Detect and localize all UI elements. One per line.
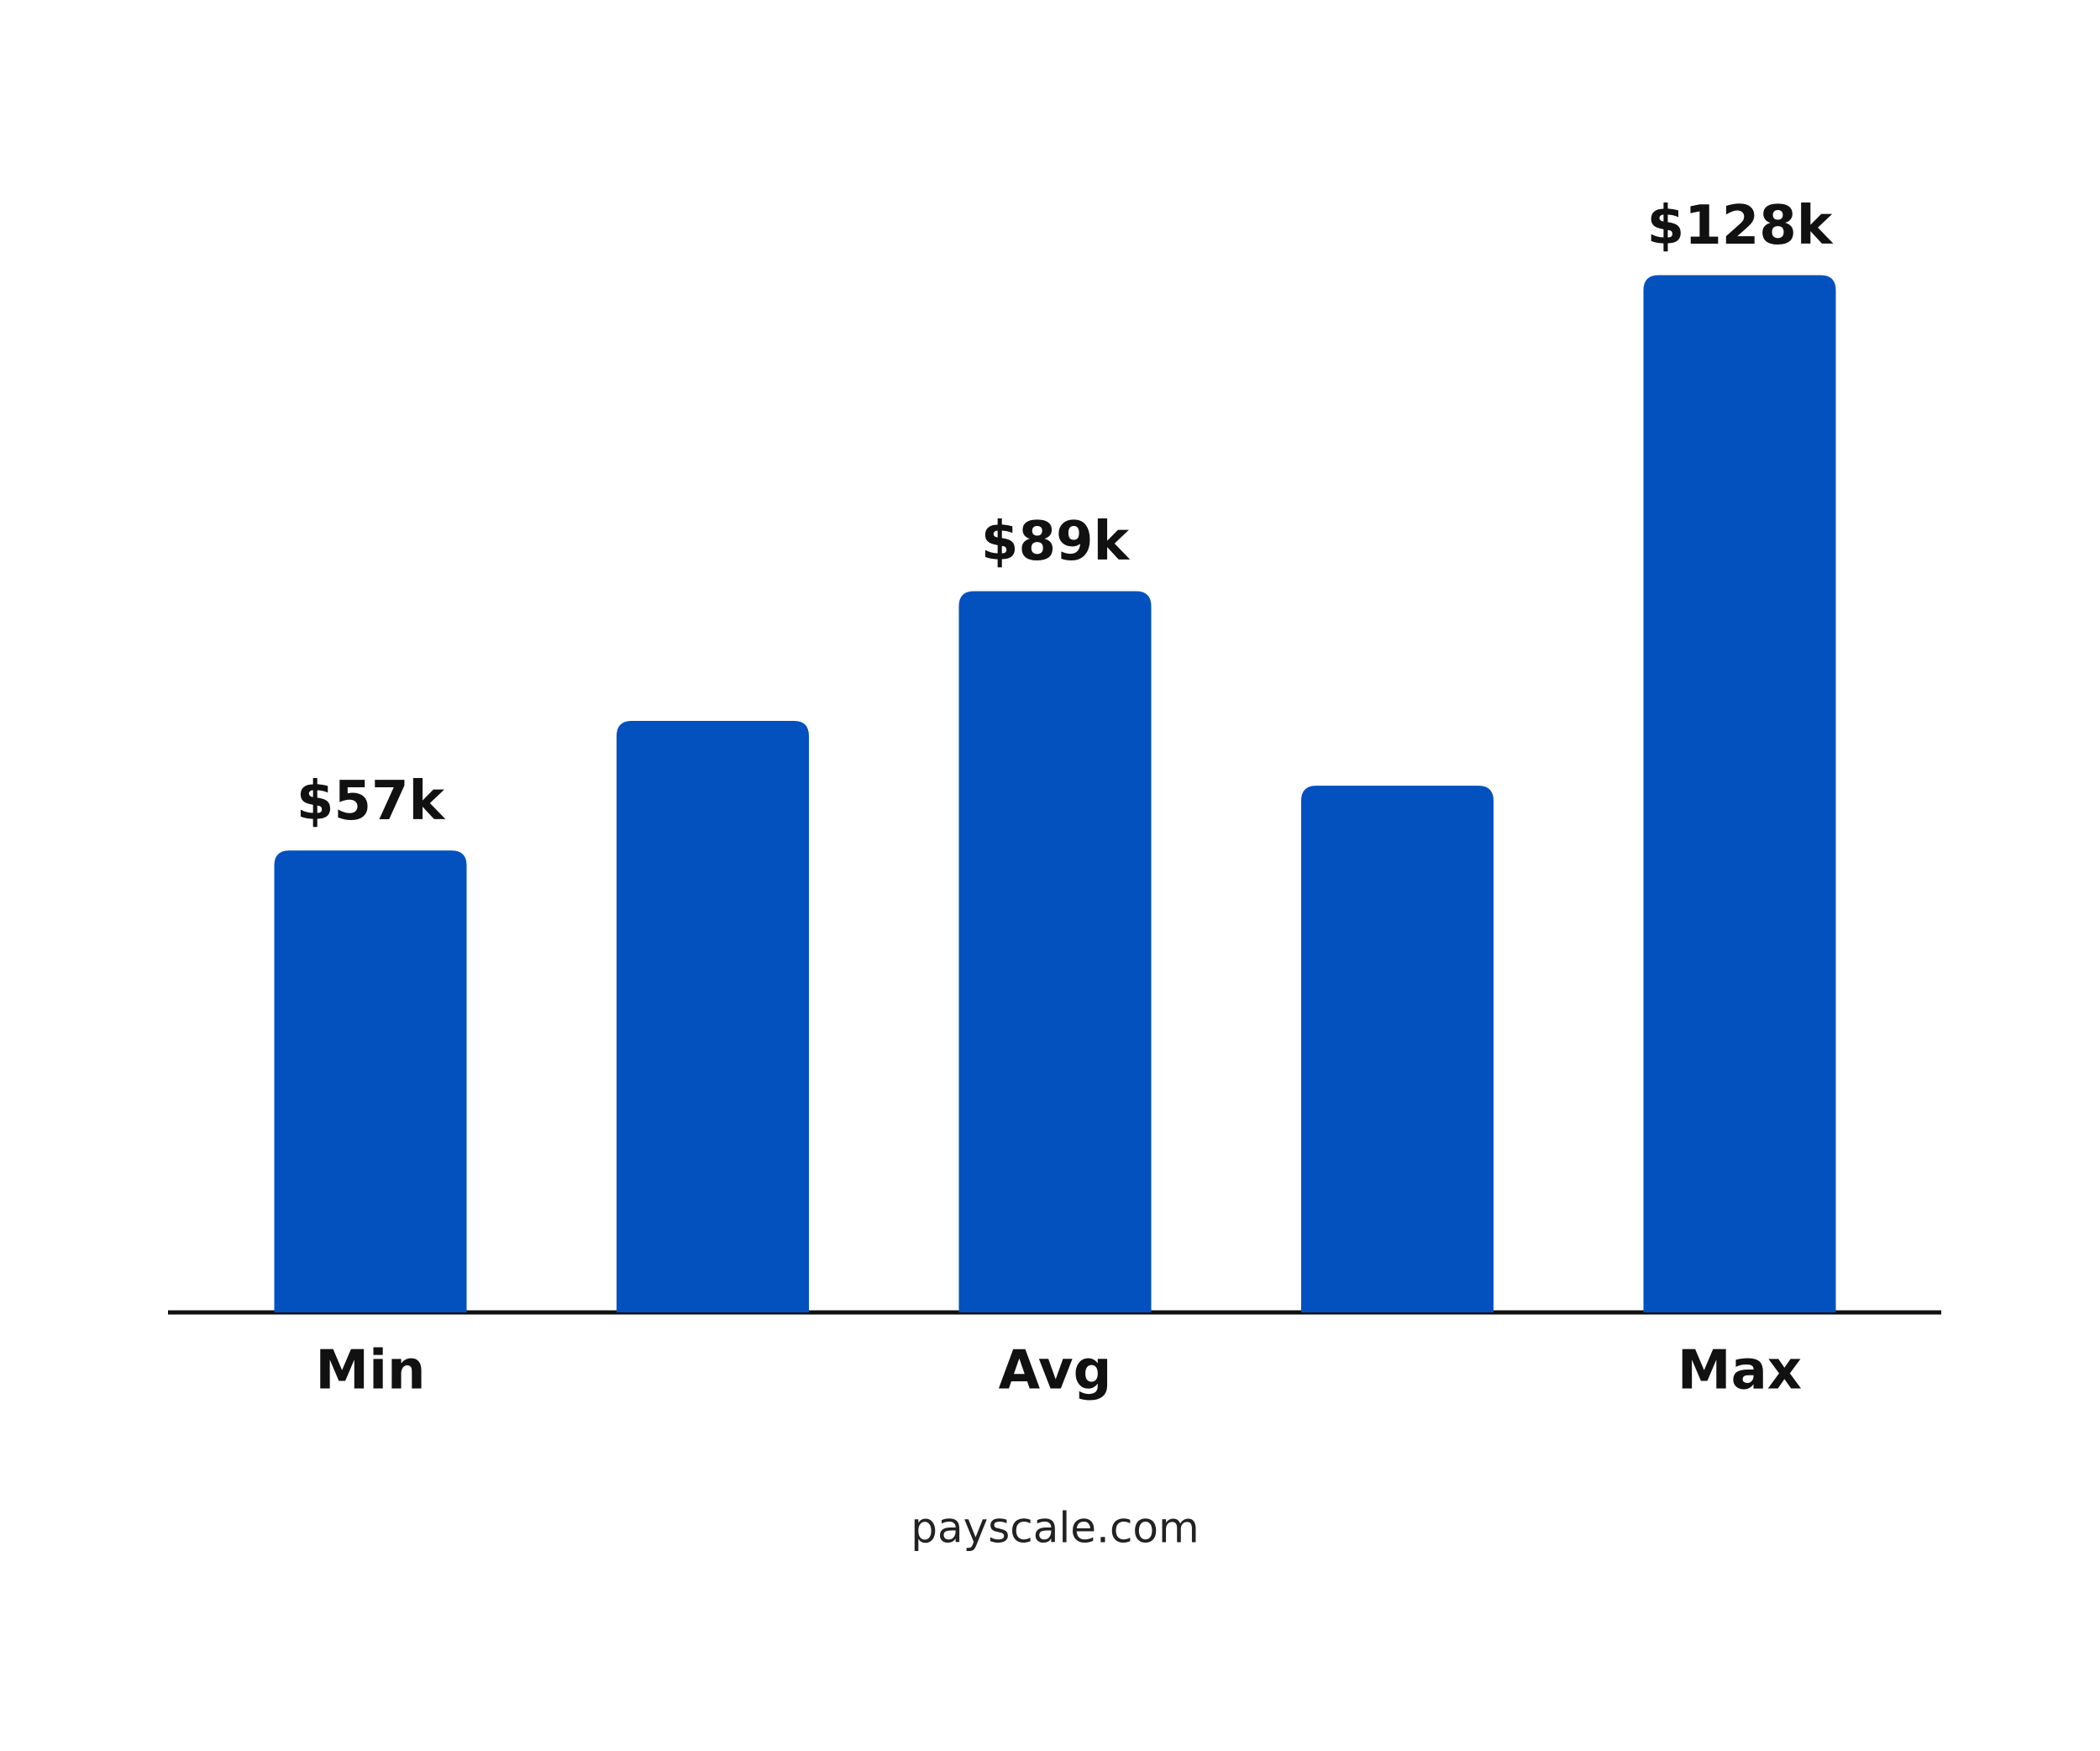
x-tick-label: Max bbox=[1677, 1340, 1802, 1402]
source: payscale.com bbox=[911, 1504, 1199, 1553]
value-label: $89k bbox=[981, 511, 1131, 573]
bar bbox=[274, 850, 467, 1312]
bar bbox=[1301, 786, 1494, 1312]
bar bbox=[1643, 275, 1836, 1312]
bar bbox=[958, 591, 1152, 1312]
x-tick-label: Min bbox=[315, 1340, 425, 1402]
x-tick-label: Avg bbox=[999, 1340, 1112, 1402]
bar bbox=[617, 720, 809, 1312]
value-label: $128k bbox=[1647, 195, 1834, 257]
value-label: $57k bbox=[297, 770, 446, 833]
